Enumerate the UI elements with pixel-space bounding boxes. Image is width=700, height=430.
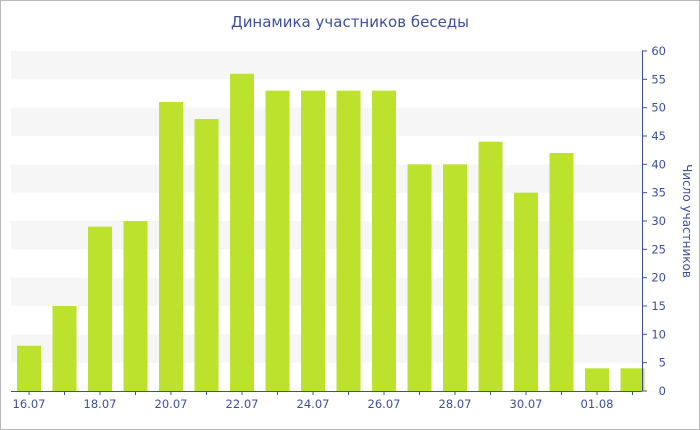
x-tick-label: 22.07 <box>226 397 259 411</box>
bar-22.07 <box>230 73 254 392</box>
y-tick-label: 5 <box>659 356 666 370</box>
bar-29.07 <box>478 141 503 391</box>
y-tick-label: 10 <box>651 327 666 341</box>
bar-23.07 <box>265 90 290 392</box>
x-tick-label: 20.07 <box>155 397 188 411</box>
y-tick-label: 60 <box>651 44 666 58</box>
bar-30.07 <box>514 192 538 391</box>
x-axis-ticks: 16.07 18.07 20.07 22.07 24.07 26.07 28.07 30.07… <box>13 391 633 411</box>
y-tick-label: 50 <box>651 101 666 115</box>
x-tick-label: 28.07 <box>439 397 472 411</box>
grid-band <box>11 107 642 136</box>
bar-16.07 <box>17 345 41 391</box>
bar-series <box>17 73 645 392</box>
bar-21.07 <box>194 119 219 391</box>
bar-02.08 <box>620 368 645 391</box>
x-tick-label: 30.07 <box>510 397 543 411</box>
y-axis-label: Число участников <box>680 164 694 278</box>
bar-24.07 <box>301 90 325 392</box>
x-tick-label: 18.07 <box>84 397 117 411</box>
y-tick-label: 55 <box>651 72 666 86</box>
y-tick-label: 40 <box>651 157 666 171</box>
bar-19.07 <box>123 221 148 391</box>
y-tick-label: 30 <box>651 214 666 228</box>
x-tick-label: 24.07 <box>297 397 330 411</box>
x-tick-label: 01.08 <box>581 397 614 411</box>
chart-title: Динамика участников беседы <box>230 13 470 31</box>
y-tick-label: 20 <box>651 271 666 285</box>
y-tick-label: 0 <box>659 384 666 398</box>
bar-20.07 <box>159 102 183 391</box>
y-tick-label: 35 <box>651 186 666 200</box>
bar-28.07 <box>443 164 467 391</box>
grid-band <box>11 164 642 193</box>
bar-18.07 <box>88 226 112 391</box>
bar-17.07 <box>52 306 77 391</box>
y-tick-label: 15 <box>651 299 666 313</box>
bar-26.07 <box>372 90 396 392</box>
bar-27.07 <box>407 164 432 391</box>
y-tick-label: 45 <box>651 129 666 143</box>
grid-band <box>11 51 642 80</box>
y-axis-ticks: 0 5 10 15 20 25 30 35 40 45 50 55 60 <box>642 44 666 398</box>
bar-01.08 <box>585 368 609 391</box>
x-tick-label: 16.07 <box>13 397 46 411</box>
bar-31.07 <box>549 153 574 391</box>
bar-25.07 <box>336 90 361 392</box>
y-tick-label: 25 <box>651 242 666 256</box>
x-tick-label: 26.07 <box>368 397 401 411</box>
